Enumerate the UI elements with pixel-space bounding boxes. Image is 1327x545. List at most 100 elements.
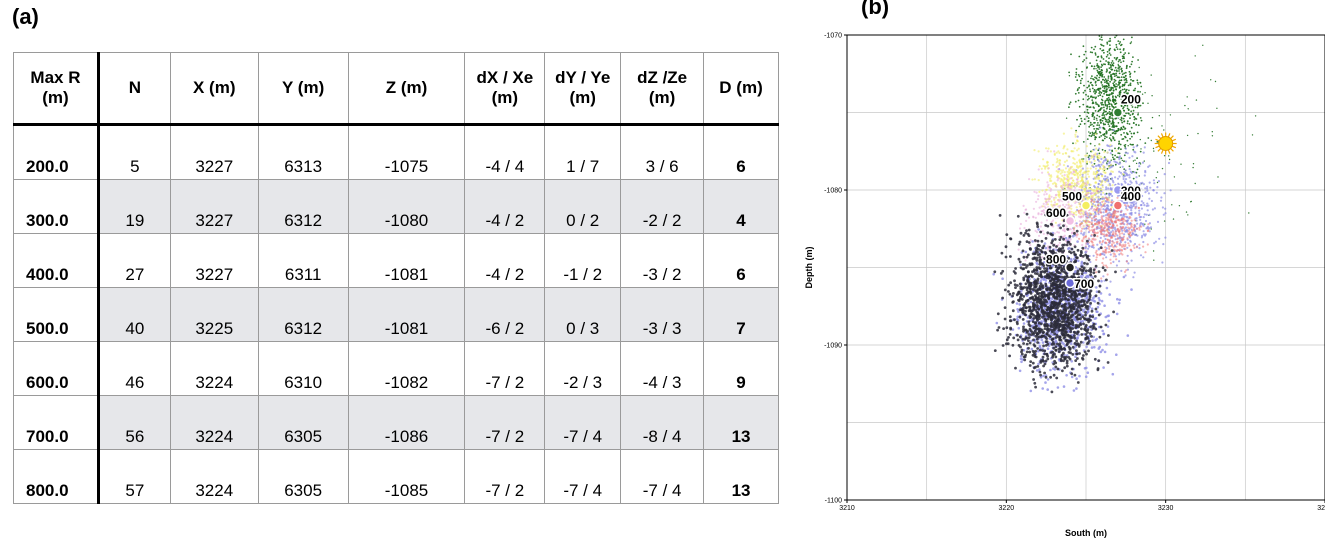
table-cell: -7 / 4 <box>620 449 705 504</box>
cloud-point <box>1079 173 1082 176</box>
cloud-point <box>1135 171 1138 174</box>
table-cell: 600.0 <box>13 341 100 396</box>
cloud-point <box>1066 170 1069 173</box>
results-table: Max R (m) N X (m) Y (m) Z (m) dX / Xe (m) dY / Y… <box>13 52 779 504</box>
cloud-point <box>1106 167 1109 170</box>
cloud-point <box>1115 102 1118 105</box>
cloud-point <box>1077 166 1080 169</box>
cloud-point <box>1112 124 1114 127</box>
cloud-point <box>1254 115 1257 117</box>
cloud-point <box>1124 151 1127 154</box>
cloud-point <box>1110 68 1113 71</box>
cloud-point <box>1120 133 1123 136</box>
cloud-point <box>1035 289 1038 292</box>
cloud-point <box>1077 175 1080 179</box>
cloud-point <box>1118 156 1121 159</box>
cloud-point <box>1110 231 1113 234</box>
cloud-point <box>995 321 999 325</box>
cloud-point <box>1028 364 1032 367</box>
cloud-point <box>1140 148 1142 150</box>
cloud-point <box>1086 86 1089 89</box>
cloud-point <box>1128 232 1131 235</box>
cloud-point <box>1024 282 1028 286</box>
cloud-point <box>1112 158 1115 161</box>
cloud-point <box>1097 296 1101 300</box>
cloud-point <box>1024 208 1027 211</box>
cloud-point <box>1096 200 1099 203</box>
cloud-point <box>1123 168 1126 171</box>
cloud-point <box>1059 213 1062 216</box>
cloud-point <box>1113 81 1116 83</box>
cloud-point <box>1073 173 1076 176</box>
table-cell: 800.0 <box>13 449 100 504</box>
cloud-point <box>1057 193 1060 196</box>
cloud-point <box>1128 212 1131 215</box>
cloud-point <box>1058 151 1061 155</box>
cloud-point <box>1145 204 1148 208</box>
cloud-point <box>1091 87 1094 90</box>
cloud-point <box>1116 210 1119 213</box>
cloud-point <box>1124 94 1126 96</box>
cloud-point <box>1216 107 1218 110</box>
cloud-point <box>1046 388 1049 391</box>
table-cell: 3224 <box>169 449 259 504</box>
cloud-point <box>1194 55 1196 57</box>
cloud-point <box>1079 79 1082 82</box>
cloud-point <box>1144 223 1146 225</box>
cloud-point <box>1106 107 1108 109</box>
cloud-point <box>1137 90 1139 93</box>
table-cell: -4 / 2 <box>464 179 546 234</box>
cloud-point <box>1094 80 1097 83</box>
cloud-point <box>1084 182 1087 185</box>
cloud-point <box>1098 198 1101 201</box>
cloud-point <box>1008 315 1012 319</box>
cloud-point <box>1095 68 1097 70</box>
cloud-point <box>1135 246 1138 249</box>
cloud-point <box>1090 135 1093 138</box>
cloud-point <box>1102 126 1105 129</box>
cloud-point <box>1178 205 1181 207</box>
cloud-point <box>1092 155 1095 159</box>
cloud-point <box>1133 246 1136 249</box>
cloud-point <box>1058 163 1062 166</box>
cloud-point <box>1115 72 1118 75</box>
cloud-point <box>1102 211 1105 214</box>
cloud-point <box>1094 45 1097 48</box>
cloud-point <box>1094 121 1096 124</box>
cloud-point <box>1123 215 1126 218</box>
cloud-point <box>1103 268 1107 272</box>
cloud-point <box>1139 138 1141 141</box>
cloud-point <box>1024 306 1028 310</box>
cloud-point <box>1124 104 1127 107</box>
table-cell: 3227 <box>169 123 259 180</box>
cloud-point <box>1091 164 1094 167</box>
cloud-point <box>1137 206 1140 210</box>
cloud-point <box>1108 247 1111 250</box>
cloud-point <box>1094 145 1096 147</box>
cloud-point <box>1122 106 1125 109</box>
cloud-point <box>1132 177 1135 180</box>
cloud-point <box>1138 243 1141 246</box>
cloud-point <box>1052 225 1055 228</box>
cloud-point <box>1139 218 1142 221</box>
cloud-point <box>1029 300 1033 304</box>
cloud-point <box>1122 138 1125 140</box>
cloud-point <box>1080 278 1083 282</box>
cloud-point <box>1055 210 1058 213</box>
cloud-point <box>1129 76 1132 78</box>
cloud-point <box>1092 296 1095 300</box>
cloud-point <box>1130 132 1133 135</box>
cloud-point <box>1138 194 1142 197</box>
cloud-point <box>1102 78 1104 81</box>
cloud-point <box>1091 123 1093 126</box>
cloud-point <box>1103 222 1107 225</box>
cloud-point <box>1097 149 1100 152</box>
cloud-point <box>1123 229 1126 232</box>
cloud-point <box>1090 240 1094 243</box>
cloud-point <box>1100 188 1103 191</box>
cloud-point <box>1155 191 1158 194</box>
cloud-point <box>1104 81 1106 84</box>
cloud-point <box>1069 342 1073 345</box>
cloud-point <box>1138 66 1140 69</box>
cloud-point <box>1148 181 1151 184</box>
